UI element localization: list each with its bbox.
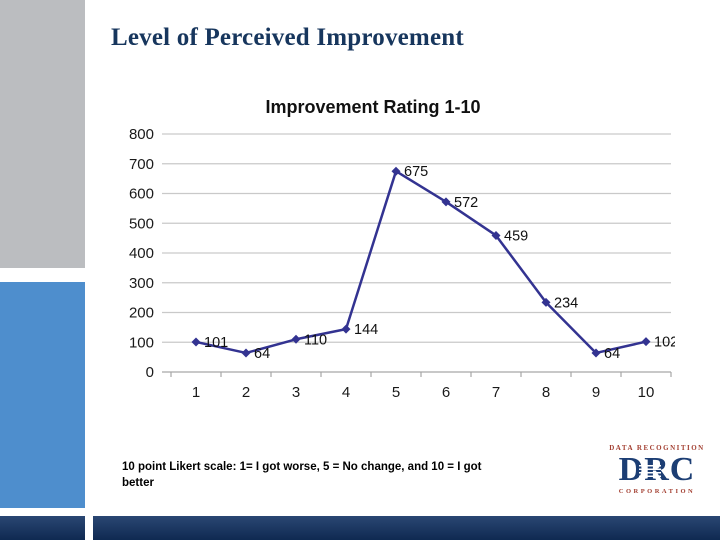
sidebar-gray-panel: [0, 0, 85, 268]
svg-text:500: 500: [129, 215, 154, 232]
svg-text:Improvement Rating 1-10: Improvement Rating 1-10: [265, 97, 480, 117]
svg-text:2: 2: [242, 384, 250, 401]
svg-text:102: 102: [654, 335, 675, 351]
improvement-rating-chart: 0 100 200 300 400 500 600 700 800 1 2 3 4 5 6 7 8 9 10 Impr…: [115, 85, 678, 415]
svg-text:110: 110: [304, 332, 327, 348]
svg-text:4: 4: [342, 384, 350, 401]
svg-text:459: 459: [504, 228, 528, 244]
svg-text:6: 6: [442, 384, 450, 401]
svg-text:101: 101: [204, 335, 228, 351]
svg-text:0: 0: [146, 364, 154, 381]
footer-bar-left: [0, 516, 85, 540]
svg-text:8: 8: [542, 384, 550, 401]
logo-main-wrap: DRC: [609, 453, 705, 487]
footer-bar-right: [93, 516, 720, 540]
svg-text:300: 300: [129, 275, 154, 292]
logo-stripes-decoration: [639, 463, 661, 477]
svg-text:100: 100: [129, 334, 154, 351]
logo-top-text: DATA RECOGNITION: [609, 444, 705, 452]
svg-text:144: 144: [354, 322, 378, 338]
svg-text:700: 700: [129, 156, 154, 173]
page-title: Level of Perceived Improvement: [111, 24, 464, 51]
drc-logo: DATA RECOGNITION DRC CORPORATION: [609, 444, 705, 495]
svg-text:400: 400: [129, 245, 154, 262]
svg-text:10: 10: [638, 384, 655, 401]
logo-bottom-text: CORPORATION: [618, 488, 696, 495]
likert-scale-caption: 10 point Likert scale: 1= I got worse, 5…: [122, 461, 482, 489]
sidebar-blue-panel: [0, 282, 85, 508]
svg-text:675: 675: [404, 164, 428, 180]
svg-text:200: 200: [129, 305, 154, 322]
svg-text:9: 9: [592, 384, 600, 401]
svg-text:5: 5: [392, 384, 400, 401]
svg-text:64: 64: [604, 346, 620, 362]
svg-text:800: 800: [129, 126, 154, 143]
svg-text:1: 1: [192, 384, 200, 401]
svg-text:234: 234: [554, 295, 578, 311]
svg-text:572: 572: [454, 195, 478, 211]
svg-text:3: 3: [292, 384, 300, 401]
svg-text:600: 600: [129, 186, 154, 203]
svg-text:64: 64: [254, 346, 270, 362]
svg-text:7: 7: [492, 384, 500, 401]
